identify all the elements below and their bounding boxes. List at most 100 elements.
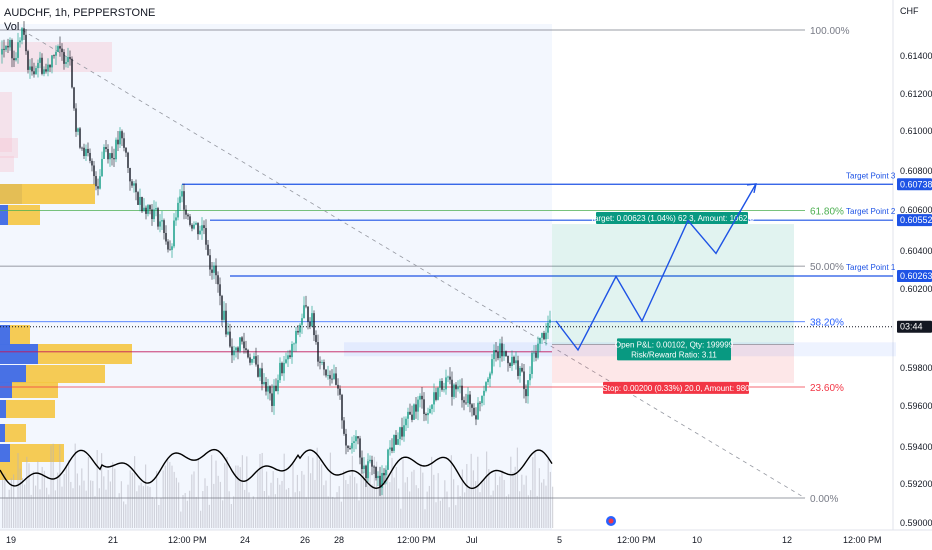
volume-bar: [457, 485, 459, 528]
oscillator-line: [0, 448, 553, 490]
candle-body: [189, 216, 191, 225]
candle-body: [107, 149, 109, 160]
volume-bar: [433, 474, 435, 528]
candle-body: [187, 214, 189, 217]
volume-bar: [552, 486, 554, 528]
volume-bar: [76, 473, 78, 528]
volume-bar: [125, 504, 127, 528]
volume-bar: [241, 455, 243, 528]
candle-body: [303, 305, 305, 319]
volume-bar: [255, 499, 257, 528]
candle-body: [99, 176, 101, 189]
candle-body: [511, 356, 513, 367]
price-badge: [897, 214, 932, 227]
candle-body: [473, 407, 475, 416]
candle-body: [257, 364, 259, 377]
candle-body: [131, 181, 133, 186]
volume-bar: [521, 474, 523, 528]
target-box-text: Target: 0.00623 (1.04%) 62.3, Amount: 10…: [590, 214, 755, 223]
symbol-title[interactable]: AUDCHF, 1h, PEPPERSTONE: [4, 7, 156, 19]
price-badge-label: 0.60552: [900, 215, 932, 225]
volume-bar: [448, 507, 450, 528]
candle-body: [351, 442, 353, 449]
candle-body: [133, 183, 135, 186]
globe-icon-dot: [608, 518, 614, 524]
volume-bar: [162, 470, 164, 528]
volume-bar: [35, 485, 37, 528]
candle-body: [451, 379, 453, 397]
candle-body: [15, 57, 17, 61]
volume-bar: [516, 447, 518, 528]
volume-bar: [446, 491, 448, 528]
volume-bar: [371, 484, 373, 528]
volume-bar: [149, 487, 151, 528]
volume-bar: [224, 463, 226, 528]
price-tick-label: 0.59000: [900, 518, 932, 528]
candle-body: [249, 357, 251, 363]
chart-background: [0, 0, 932, 531]
candle-body: [43, 69, 45, 74]
candle-body: [415, 404, 417, 412]
candle-body: [165, 232, 167, 242]
volume-bar: [142, 486, 144, 528]
volume-bar: [455, 505, 457, 528]
volume-bar: [470, 453, 472, 528]
candle-body: [485, 382, 487, 391]
volume-bar: [402, 459, 404, 528]
symbol-header: AUDCHF, 1h, PEPPERSTONE Vol: [4, 6, 155, 34]
candle-body: [497, 352, 499, 359]
stop-label-box: Stop: 0.00200 (0.33%) 20.0, Amount: 980: [602, 381, 750, 394]
volume-bar: [477, 456, 479, 528]
volume-bar: [112, 462, 114, 528]
volume-bar: [543, 479, 545, 528]
volume-bar: [268, 495, 270, 528]
candle-body: [489, 373, 491, 379]
candle-body: [37, 62, 39, 69]
volume-bar: [233, 496, 235, 528]
position-tool[interactable]: Target: 0.00623 (1.04%) 62.3, Amount: 10…: [0, 212, 896, 394]
volume-bar: [24, 484, 26, 528]
fib-label: 23.60%: [810, 383, 844, 394]
candle-body: [339, 388, 341, 395]
candle-body: [237, 347, 239, 352]
volume-bar: [202, 491, 204, 528]
volume-bar: [400, 508, 402, 528]
candle-body: [5, 45, 7, 50]
volume-bar: [426, 491, 428, 528]
candle-body: [505, 351, 507, 356]
volume-bar: [373, 456, 375, 528]
volume-bar: [10, 478, 12, 528]
volume-bar: [272, 471, 274, 528]
candle-body: [283, 362, 285, 374]
volume-bar: [15, 497, 17, 528]
candle-body: [71, 58, 73, 88]
volume-profile-bar: [0, 205, 40, 225]
candle-body: [349, 448, 351, 449]
candle-body: [501, 343, 503, 357]
candle-body: [199, 230, 201, 235]
candle-body: [225, 310, 227, 335]
candle-body: [79, 128, 81, 148]
volume-indicator-label[interactable]: Vol: [4, 21, 20, 33]
volume-bar: [43, 470, 45, 528]
candle-body: [363, 465, 365, 470]
volume-bar: [107, 469, 109, 528]
candle-body: [455, 384, 457, 390]
volume-bar: [74, 443, 76, 528]
volume-bar: [310, 473, 312, 528]
volume-bar: [490, 495, 492, 528]
volume-bar: [63, 474, 65, 528]
candle-body: [147, 205, 149, 214]
candle-body: [371, 459, 373, 467]
candle-body: [91, 160, 93, 166]
volume-bar: [466, 464, 468, 528]
candle-body: [359, 438, 361, 458]
candle-body: [235, 347, 237, 351]
volume-bar: [481, 482, 483, 528]
volume-bar: [461, 469, 463, 528]
target-box-bg: [596, 212, 748, 225]
volume-bar: [134, 456, 136, 528]
volume-bar: [336, 492, 338, 528]
open-pnl-box: Open P&L: 0.00102, Qty: 199999Risk/Rewar…: [615, 338, 734, 361]
